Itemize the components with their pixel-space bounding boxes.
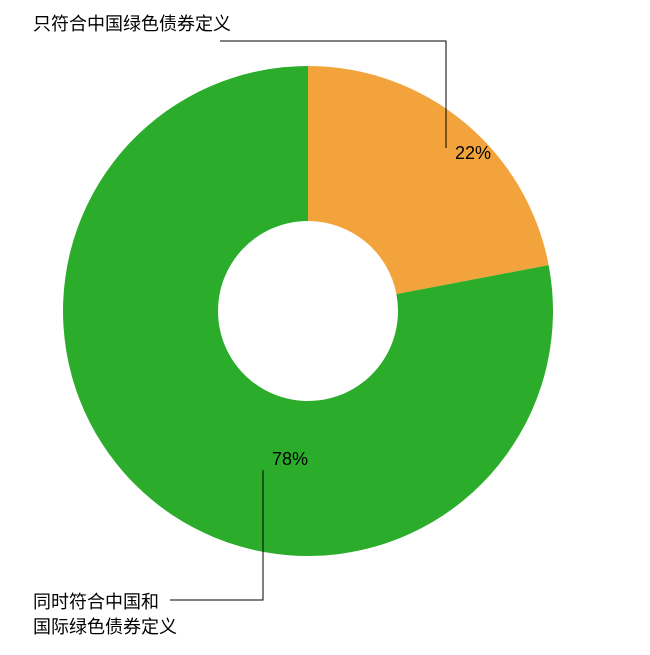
label-both-line1: 同时符合中国和 xyxy=(33,592,159,612)
label-china-only: 只符合中国绿色债券定义 xyxy=(33,12,231,37)
slice-china-only xyxy=(308,66,549,294)
percent-china-only: 22% xyxy=(455,143,491,163)
percent-both: 78% xyxy=(272,449,308,469)
label-china-only-text: 只符合中国绿色债券定义 xyxy=(33,14,231,34)
label-both: 同时符合中国和 国际绿色债券定义 xyxy=(33,590,177,640)
donut-chart: 22% 78% xyxy=(0,0,650,655)
label-both-line2: 国际绿色债券定义 xyxy=(33,617,177,637)
